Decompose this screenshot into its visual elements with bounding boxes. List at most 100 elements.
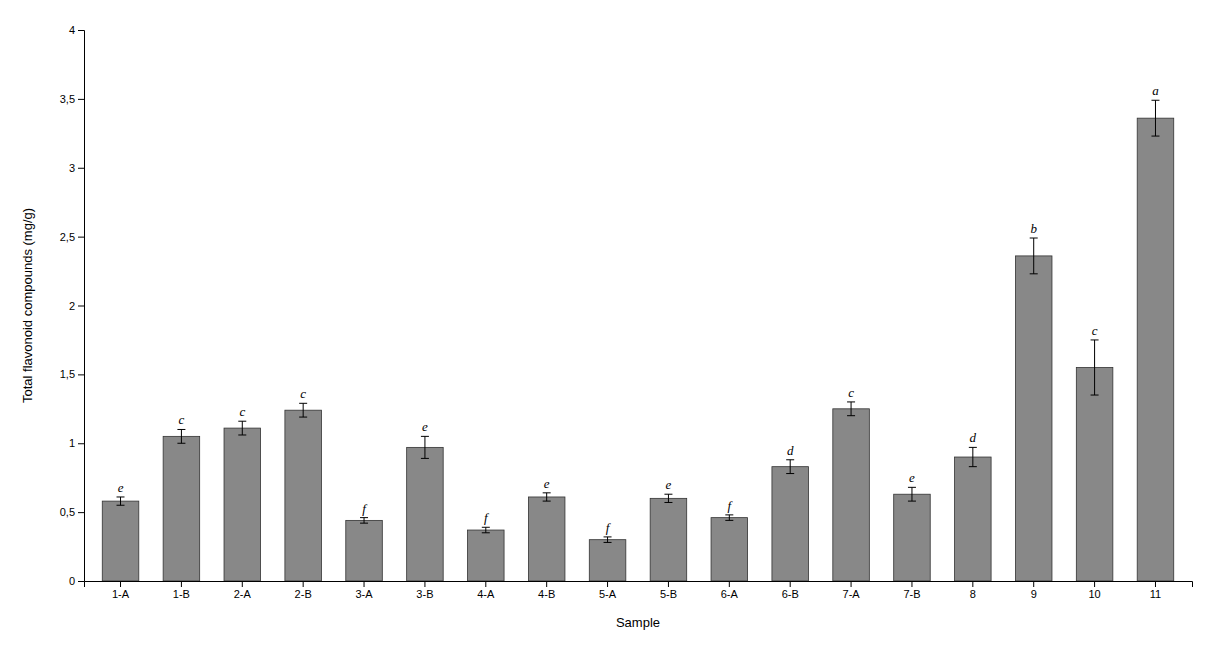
x-tick-mark — [242, 581, 243, 587]
annotation: c — [239, 404, 245, 419]
annotation: f — [362, 501, 368, 516]
y-tick-mark — [78, 168, 84, 169]
x-tick: 8 — [970, 581, 976, 600]
x-tick: 10 — [1088, 581, 1100, 600]
x-tick-mark — [972, 581, 973, 587]
y-tick: 0,5 — [60, 506, 84, 518]
x-tick: 6-A — [721, 581, 739, 600]
x-tick-label: 7-B — [903, 588, 920, 600]
error-bar — [360, 518, 368, 524]
y-tick-mark — [78, 30, 84, 31]
x-tick-label: 6-A — [721, 588, 739, 600]
annotation: c — [1092, 323, 1098, 338]
x-tick: 5-A — [599, 581, 617, 600]
error-bar — [847, 402, 855, 416]
x-tick-mark — [1033, 581, 1034, 587]
bar — [285, 410, 322, 581]
bar — [955, 457, 992, 581]
annotation: f — [606, 520, 612, 535]
x-tick: 3-B — [416, 581, 433, 600]
x-tick-label: 5-A — [599, 588, 617, 600]
bar — [589, 540, 626, 581]
x-tick: 1-A — [112, 581, 130, 600]
annotation: e — [422, 419, 428, 434]
annotation: e — [909, 470, 915, 485]
bar — [407, 447, 444, 581]
y-tick: 0 — [69, 575, 84, 587]
y-axis-title: Total flavonoid compounds (mg/g) — [20, 208, 35, 403]
x-tick-mark — [911, 581, 912, 587]
x-tick: 7-B — [903, 581, 920, 600]
x-tick-mark — [546, 581, 547, 587]
x-tick-label: 1-A — [112, 588, 130, 600]
bar — [102, 501, 139, 581]
annotation: e — [666, 477, 672, 492]
bar — [894, 494, 931, 581]
marks — [102, 100, 1173, 581]
error-bar — [664, 494, 672, 502]
plot: 0 0,5 1 1,5 2 2,5 3 3,5 4 1-A 1-B 2-A 2-B 3-A 3-B 4-A 4-… — [20, 24, 1193, 630]
bar — [833, 409, 870, 581]
y-tick-label: 3 — [69, 162, 75, 174]
y-tick-mark — [78, 99, 84, 100]
y-tick: 2,5 — [60, 231, 84, 243]
x-tick-label: 4-B — [538, 588, 555, 600]
y-tick-label: 2,5 — [60, 231, 75, 243]
x-tick-mark — [424, 581, 425, 587]
x-tick-label: 2-B — [295, 588, 312, 600]
annotation: c — [848, 385, 854, 400]
y-tick-label: 3,5 — [60, 93, 75, 105]
x-tick-mark — [851, 581, 852, 587]
bar — [1137, 118, 1174, 581]
y-tick-label: 1 — [69, 437, 75, 449]
y-tick-label: 0,5 — [60, 506, 75, 518]
error-bar — [177, 429, 185, 443]
x-tick: 1-B — [173, 581, 190, 600]
x-tick-label: 5-B — [660, 588, 677, 600]
x-tick-label: 3-B — [416, 588, 433, 600]
bar — [468, 530, 505, 581]
bar — [772, 467, 809, 581]
error-bar — [117, 497, 125, 505]
x-axis: 1-A1-B2-A2-B3-A3-B4-A4-B5-A5-B6-A6-B7-A7… — [85, 581, 1193, 600]
y-tick-label: 0 — [69, 575, 75, 587]
x-tick-label: 3-A — [355, 588, 373, 600]
bar — [163, 436, 200, 581]
x-tick: 2-A — [234, 581, 252, 600]
y-tick: 4 — [69, 24, 84, 36]
x-tick: 9 — [1031, 581, 1037, 600]
x-tick-label: 9 — [1031, 588, 1037, 600]
x-tick: 11 — [1150, 581, 1161, 600]
x-tick-mark — [790, 581, 791, 587]
annotation: f — [484, 510, 490, 525]
x-tick-mark — [1155, 581, 1156, 587]
x-axis-title: Sample — [616, 615, 660, 630]
x-tick-mark — [607, 581, 608, 587]
x-tick-label: 6-B — [782, 588, 799, 600]
annotation: a — [1152, 83, 1159, 98]
chart: 0 0,5 1 1,5 2 2,5 3 3,5 4 1-A 1-B 2-A 2-B 3-A 3-B 4-A 4-… — [0, 0, 1216, 645]
x-tick-mark — [120, 581, 121, 587]
error-bar — [1091, 340, 1099, 395]
annotation: d — [787, 443, 794, 458]
x-tick: 4-B — [538, 581, 555, 600]
annotation: e — [544, 476, 550, 491]
y-tick-label: 4 — [69, 24, 75, 36]
x-tick-mark — [364, 581, 365, 587]
y-tick-label: 2 — [69, 300, 75, 312]
error-bar — [299, 403, 307, 417]
y-axis-line — [78, 31, 85, 582]
x-tick-label: 11 — [1150, 588, 1161, 600]
bar — [1015, 256, 1052, 581]
y-tick-mark — [78, 443, 84, 444]
bar — [1076, 367, 1113, 581]
y-tick-label: 1,5 — [60, 368, 75, 380]
annotation: f — [728, 498, 734, 513]
bar — [346, 520, 383, 581]
error-bar — [786, 460, 794, 474]
error-bar — [908, 487, 916, 501]
x-tick: 4-A — [477, 581, 495, 600]
y-tick: 1,5 — [60, 368, 84, 380]
error-bar — [1030, 238, 1038, 274]
x-tick-label: 2-A — [234, 588, 252, 600]
